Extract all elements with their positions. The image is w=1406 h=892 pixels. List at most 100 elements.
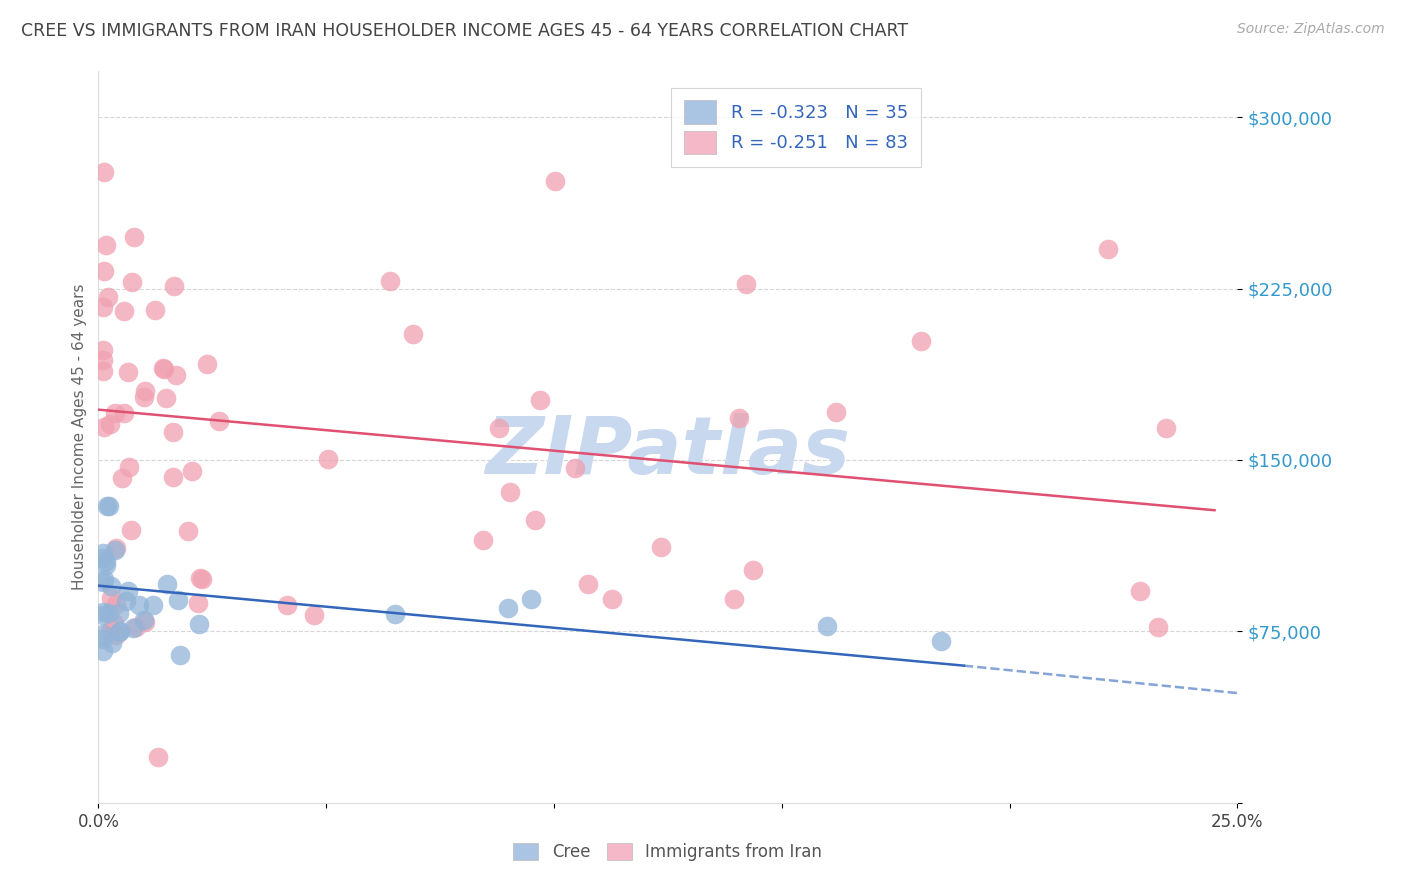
Point — [162, 425, 184, 439]
Point — [1129, 583, 1152, 598]
Point — [815, 618, 838, 632]
Point — [91, 364, 114, 378]
Point — [1154, 421, 1177, 435]
Point — [93, 264, 115, 278]
Point — [177, 524, 200, 538]
Point — [93, 627, 115, 641]
Point — [187, 596, 209, 610]
Point — [910, 334, 932, 348]
Point — [134, 390, 156, 404]
Point — [600, 591, 623, 606]
Point — [162, 278, 184, 293]
Point — [91, 632, 114, 647]
Point — [96, 499, 118, 513]
Point — [544, 174, 567, 188]
Point — [111, 471, 134, 485]
Point — [101, 636, 124, 650]
Point — [104, 543, 127, 558]
Point — [115, 594, 138, 608]
Point — [108, 606, 131, 620]
Point — [122, 230, 145, 244]
Point — [125, 620, 148, 634]
Point — [195, 357, 218, 371]
Point — [825, 405, 848, 419]
Point — [520, 592, 543, 607]
Point — [929, 634, 952, 648]
Point — [105, 541, 128, 555]
Point — [91, 644, 114, 658]
Point — [564, 461, 586, 475]
Point — [93, 420, 115, 434]
Point — [103, 615, 125, 630]
Text: ZIPatlas: ZIPatlas — [485, 413, 851, 491]
Point — [97, 289, 120, 303]
Point — [91, 551, 114, 566]
Point — [498, 601, 520, 615]
Point — [120, 523, 142, 537]
Point — [134, 613, 156, 627]
Point — [91, 607, 114, 622]
Point — [93, 165, 115, 179]
Point — [1097, 242, 1119, 256]
Point — [152, 361, 174, 376]
Point — [93, 572, 115, 586]
Point — [167, 593, 190, 607]
Point — [91, 575, 114, 590]
Point — [104, 405, 127, 419]
Point — [146, 750, 169, 764]
Point — [96, 554, 118, 568]
Point — [188, 571, 211, 585]
Point — [276, 598, 298, 612]
Point — [187, 617, 209, 632]
Point — [122, 621, 145, 635]
Point — [152, 361, 174, 376]
Point — [576, 577, 599, 591]
Point — [134, 615, 156, 629]
Point — [529, 392, 551, 407]
Point — [735, 277, 758, 292]
Point — [112, 304, 135, 318]
Point — [742, 564, 765, 578]
Point — [91, 546, 114, 560]
Point — [134, 384, 156, 398]
Point — [104, 628, 127, 642]
Point — [488, 421, 510, 435]
Point — [650, 540, 672, 554]
Point — [108, 624, 131, 639]
Point — [1146, 620, 1168, 634]
Point — [208, 414, 231, 428]
Y-axis label: Householder Income Ages 45 - 64 years: Householder Income Ages 45 - 64 years — [72, 284, 87, 591]
Point — [190, 572, 212, 586]
Point — [91, 343, 114, 357]
Point — [727, 411, 749, 425]
Text: CREE VS IMMIGRANTS FROM IRAN HOUSEHOLDER INCOME AGES 45 - 64 YEARS CORRELATION C: CREE VS IMMIGRANTS FROM IRAN HOUSEHOLDER… — [21, 22, 908, 40]
Point — [523, 513, 546, 527]
Point — [100, 591, 122, 605]
Point — [121, 275, 143, 289]
Point — [98, 624, 121, 638]
Point — [165, 368, 187, 382]
Point — [117, 583, 139, 598]
Text: Source: ZipAtlas.com: Source: ZipAtlas.com — [1237, 22, 1385, 37]
Point — [117, 365, 139, 379]
Point — [96, 558, 118, 572]
Point — [499, 485, 522, 500]
Point — [112, 405, 135, 419]
Point — [96, 238, 118, 252]
Point — [472, 533, 495, 547]
Point — [155, 391, 177, 405]
Point — [100, 579, 122, 593]
Point — [316, 452, 339, 467]
Point — [91, 300, 114, 314]
Point — [378, 274, 401, 288]
Point — [108, 624, 131, 639]
Point — [98, 417, 121, 431]
Point — [91, 353, 114, 368]
Point — [97, 606, 120, 620]
Point — [104, 597, 127, 611]
Point — [118, 460, 141, 475]
Point — [723, 592, 745, 607]
Point — [91, 606, 114, 620]
Point — [384, 607, 406, 622]
Point — [98, 499, 121, 513]
